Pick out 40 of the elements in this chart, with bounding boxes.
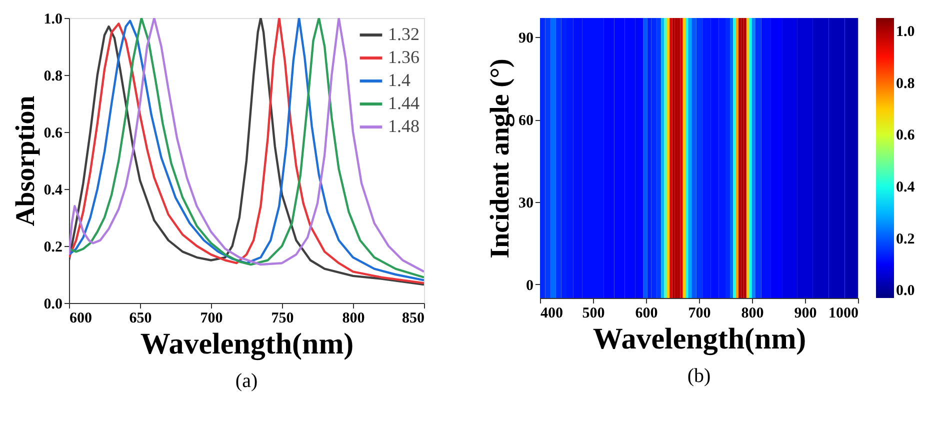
x-tick-label: 850 [402,310,424,326]
legend-label: 1.48 [388,116,420,136]
x-tick-label: 400 [540,306,563,322]
color-bar-label: 0.6 [896,128,916,144]
x-axis-title: Wavelength(nm) [592,322,806,356]
legend-label: 1.36 [388,47,420,67]
x-tick-label: 700 [688,306,711,322]
y-tick-label: 0.8 [44,68,62,84]
y-axis-title: Absorption [10,96,40,226]
legend-label: 1.4 [388,70,410,90]
y-tick-label: 0.0 [44,296,62,312]
y-tick-label: 0.4 [44,182,63,198]
x-tick-label: 500 [582,306,605,322]
x-tick-label: 800 [342,310,365,326]
x-tick-label: 700 [200,310,223,326]
y-tick-label: 1.0 [44,12,62,28]
y-tick-label: 90 [518,30,534,47]
y-tick-label: 60 [518,113,534,130]
x-tick-label: 1000 [828,306,858,322]
x-tick-label: 600 [70,310,92,326]
legend-label: 1.32 [388,24,420,44]
text: (a) [235,370,258,392]
color-bar-label: 0.4 [896,180,916,196]
x-tick-label: 650 [129,310,152,326]
y-tick-label: 0 [526,278,534,294]
x-axis-title: Wavelength(nm) [140,328,354,360]
color-bar-label: 0.0 [896,283,915,300]
legend-label: 1.44 [388,93,420,113]
color-bar-label: 0.8 [896,76,915,92]
y-tick-label: 0.6 [44,126,63,142]
y-tick-label: 30 [518,195,534,212]
x-tick-label: 600 [635,306,658,322]
color-bar-label: 0.2 [896,231,915,248]
x-tick-label: 900 [794,306,817,322]
y-tick-label: 0.2 [44,240,62,256]
color-bar-label: 1.0 [896,24,915,40]
text: (b) [687,365,711,387]
x-tick-label: 750 [271,310,294,326]
x-tick-label: 800 [741,306,764,322]
y-axis-title: Incident angle (°) [484,58,514,258]
